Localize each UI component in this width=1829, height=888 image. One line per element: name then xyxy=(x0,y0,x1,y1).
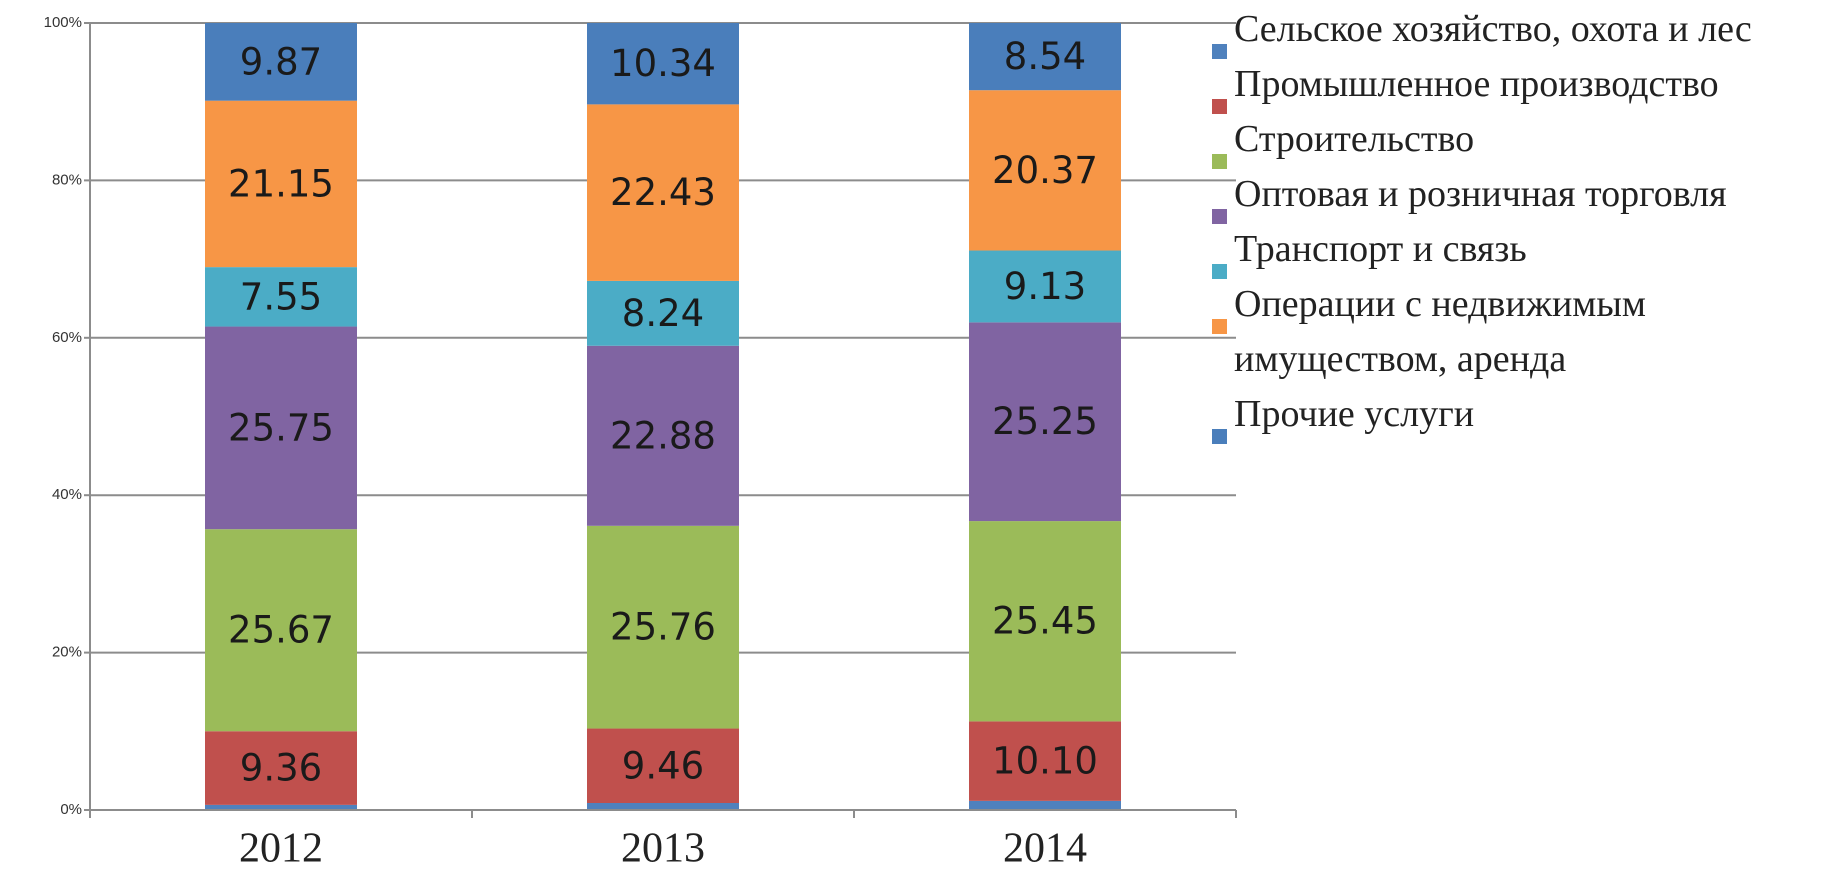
y-tick-label: 0% xyxy=(60,801,82,818)
data-label: 20.37 xyxy=(992,149,1098,192)
legend-label: Строительство xyxy=(1234,118,1475,160)
data-label: 21.15 xyxy=(228,162,334,205)
data-label: 9.87 xyxy=(240,40,322,83)
bar-segment xyxy=(587,280,739,346)
bar-segment xyxy=(587,23,739,105)
legend-swatch xyxy=(1212,264,1227,279)
bar-segment xyxy=(969,322,1121,522)
legend-item: Транспорт и связь xyxy=(1206,222,1826,279)
legend-swatch xyxy=(1212,429,1227,444)
x-tick-label: 2013 xyxy=(621,826,705,872)
legend-item: Операции с недвижимым имуществом, аренда xyxy=(1206,277,1826,387)
bar-segment xyxy=(969,800,1121,810)
legend-item: Промышленное производство xyxy=(1206,57,1826,114)
bar-segment xyxy=(205,267,357,327)
y-tick-label: 40% xyxy=(52,486,82,503)
legend-swatch xyxy=(1212,44,1227,59)
legend-item: Строительство xyxy=(1206,112,1826,169)
data-label: 25.45 xyxy=(992,600,1098,643)
data-label: 10.34 xyxy=(610,42,716,85)
legend-label: Сельское хозяйство, охота и лес xyxy=(1234,8,1752,50)
legend-swatch xyxy=(1212,209,1227,224)
bar-segment xyxy=(205,731,357,805)
bar-segment xyxy=(205,23,357,101)
bar-segment xyxy=(969,90,1121,251)
x-tick-label: 2014 xyxy=(1003,826,1087,872)
data-label: 9.13 xyxy=(1004,265,1086,308)
legend-label: Транспорт и связь xyxy=(1234,228,1527,270)
bar-segment xyxy=(587,802,739,810)
y-tick-label: 20% xyxy=(52,644,82,661)
data-label: 7.55 xyxy=(240,275,322,318)
legend-label: Оптовая и розничная торговля xyxy=(1234,173,1727,215)
data-label: 22.43 xyxy=(610,171,716,214)
data-label: 25.67 xyxy=(228,609,334,652)
bar-segment xyxy=(969,721,1121,801)
legend-item: Оптовая и розничная торговля xyxy=(1206,167,1826,224)
y-tick-label: 80% xyxy=(52,171,82,188)
data-label: 8.54 xyxy=(1004,35,1086,78)
data-label: 22.88 xyxy=(610,414,716,457)
bar-segment xyxy=(969,23,1121,91)
data-label: 25.76 xyxy=(610,606,716,649)
legend: Сельское хозяйство, охота и лес Промышлен… xyxy=(1206,2,1826,444)
data-label: 10.10 xyxy=(992,740,1098,783)
legend-swatch xyxy=(1212,99,1227,114)
x-tick-label: 2012 xyxy=(239,826,323,872)
bar-segment xyxy=(969,250,1121,323)
legend-label: Прочие услуги xyxy=(1234,393,1475,435)
data-label: 8.24 xyxy=(622,292,704,335)
bar-segment xyxy=(205,100,357,268)
y-tick-label: 60% xyxy=(52,329,82,346)
legend-swatch xyxy=(1212,154,1227,169)
bar-segment xyxy=(587,345,739,526)
data-label: 25.75 xyxy=(228,406,334,449)
data-label: 9.46 xyxy=(622,744,704,787)
bar-segment xyxy=(205,326,357,530)
legend-label: Промышленное производство xyxy=(1234,63,1719,105)
data-label: 25.25 xyxy=(992,400,1098,443)
bar-segment xyxy=(587,525,739,729)
data-label: 9.36 xyxy=(240,747,322,790)
bar-segment xyxy=(205,529,357,732)
bar-segment xyxy=(969,521,1121,722)
y-tick-label: 100% xyxy=(44,14,82,31)
legend-item: Прочие услуги xyxy=(1206,387,1826,444)
legend-label: Операции с недвижимым имуществом, аренда xyxy=(1234,283,1646,380)
legend-swatch xyxy=(1212,319,1227,334)
bar-segment xyxy=(587,728,739,803)
legend-item: Сельское хозяйство, охота и лес xyxy=(1206,2,1826,59)
bar-segment xyxy=(587,104,739,281)
bar-segment xyxy=(205,804,357,810)
